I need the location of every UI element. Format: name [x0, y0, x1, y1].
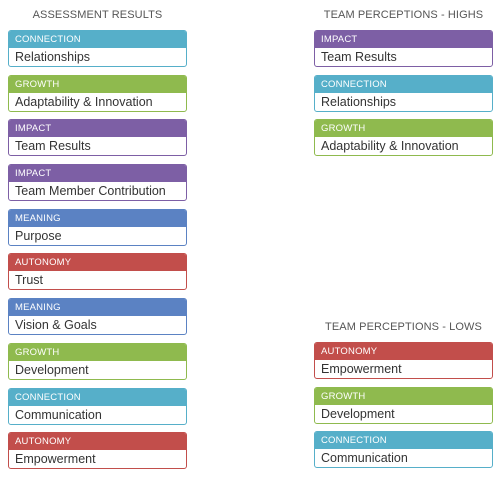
category-card-label: Communication [321, 451, 408, 466]
category-tag: GROWTH [315, 387, 492, 405]
category-tag: CONNECTION [9, 388, 186, 406]
category-card-label: Adaptability & Innovation [15, 94, 153, 109]
category-card: CONNECTION Communication [314, 431, 493, 469]
category-card: IMPACT Team Results [8, 119, 187, 157]
lows-card-list: AUTONOMY Empowerment GROWTH Development CONN… [314, 342, 493, 469]
category-tag: IMPACT [315, 31, 492, 48]
team-perceptions-highs-panel: TEAM PERCEPTIONS - HIGHS IMPACT Team Resu… [314, 8, 493, 164]
category-card-label: Vision & Goals [15, 318, 97, 333]
category-card-label: Relationships [15, 50, 91, 64]
category-tag: GROWTH [315, 120, 492, 138]
category-card: AUTONOMY Empowerment [8, 432, 187, 470]
category-tag: AUTONOMY [9, 433, 186, 451]
category-card: MEANING Purpose [8, 208, 187, 246]
category-tag: IMPACT [9, 165, 186, 183]
category-card-label: Relationships [321, 94, 397, 109]
team-perceptions-highs-heading: TEAM PERCEPTIONS - HIGHS [323, 9, 484, 21]
category-card: IMPACT Team Results [314, 30, 493, 67]
category-tag: MEANING [9, 299, 186, 317]
category-card: GROWTH Development [8, 342, 187, 380]
category-card-label: Team Member Contribution [15, 184, 166, 199]
category-card-label: Team Results [15, 139, 91, 154]
category-tag: CONNECTION [315, 75, 492, 93]
category-card-label: Empowerment [321, 362, 402, 376]
category-tag: IMPACT [9, 120, 186, 138]
category-card: CONNECTION Communication [8, 387, 187, 425]
category-tag: CONNECTION [9, 31, 186, 48]
category-card: CONNECTION Relationships [314, 74, 493, 112]
category-card: GROWTH Adaptability & Innovation [8, 74, 187, 112]
assessment-results-heading: ASSESSMENT RESULTS [32, 9, 163, 21]
category-card: AUTONOMY Trust [8, 253, 187, 291]
category-tag: MEANING [9, 209, 186, 227]
category-card-label: Communication [15, 407, 102, 422]
category-tag: CONNECTION [315, 432, 492, 450]
category-card: GROWTH Development [314, 386, 493, 424]
category-tag: GROWTH [9, 75, 186, 93]
category-card-label: Trust [15, 273, 44, 288]
category-card-label: Team Results [321, 50, 397, 64]
highs-card-list: IMPACT Team Results CONNECTION Relationship… [314, 30, 493, 157]
assessment-card-list: CONNECTION Relationships GROWTH Adaptabilit… [8, 30, 187, 470]
category-card: GROWTH Adaptability & Innovation [314, 119, 493, 157]
category-card: CONNECTION Relationships [8, 30, 187, 67]
category-tag: AUTONOMY [9, 254, 186, 272]
category-tag: AUTONOMY [315, 343, 492, 360]
category-card-label: Development [15, 362, 89, 377]
category-card: MEANING Vision & Goals [8, 298, 187, 336]
category-card-label: Purpose [15, 228, 62, 243]
category-tag: GROWTH [9, 343, 186, 361]
team-perceptions-lows-heading: TEAM PERCEPTIONS - LOWS [325, 321, 482, 333]
category-card-label: Empowerment [15, 452, 96, 467]
assessment-results-panel: ASSESSMENT RESULTS CONNECTION Relationshi… [8, 8, 187, 477]
team-perceptions-lows-panel: TEAM PERCEPTIONS - LOWS AUTONOMY Empowerm… [314, 320, 493, 476]
category-card-label: Development [321, 406, 395, 421]
category-card-label: Adaptability & Innovation [321, 139, 459, 154]
category-card: AUTONOMY Empowerment [314, 342, 493, 379]
category-card: IMPACT Team Member Contribution [8, 164, 187, 202]
